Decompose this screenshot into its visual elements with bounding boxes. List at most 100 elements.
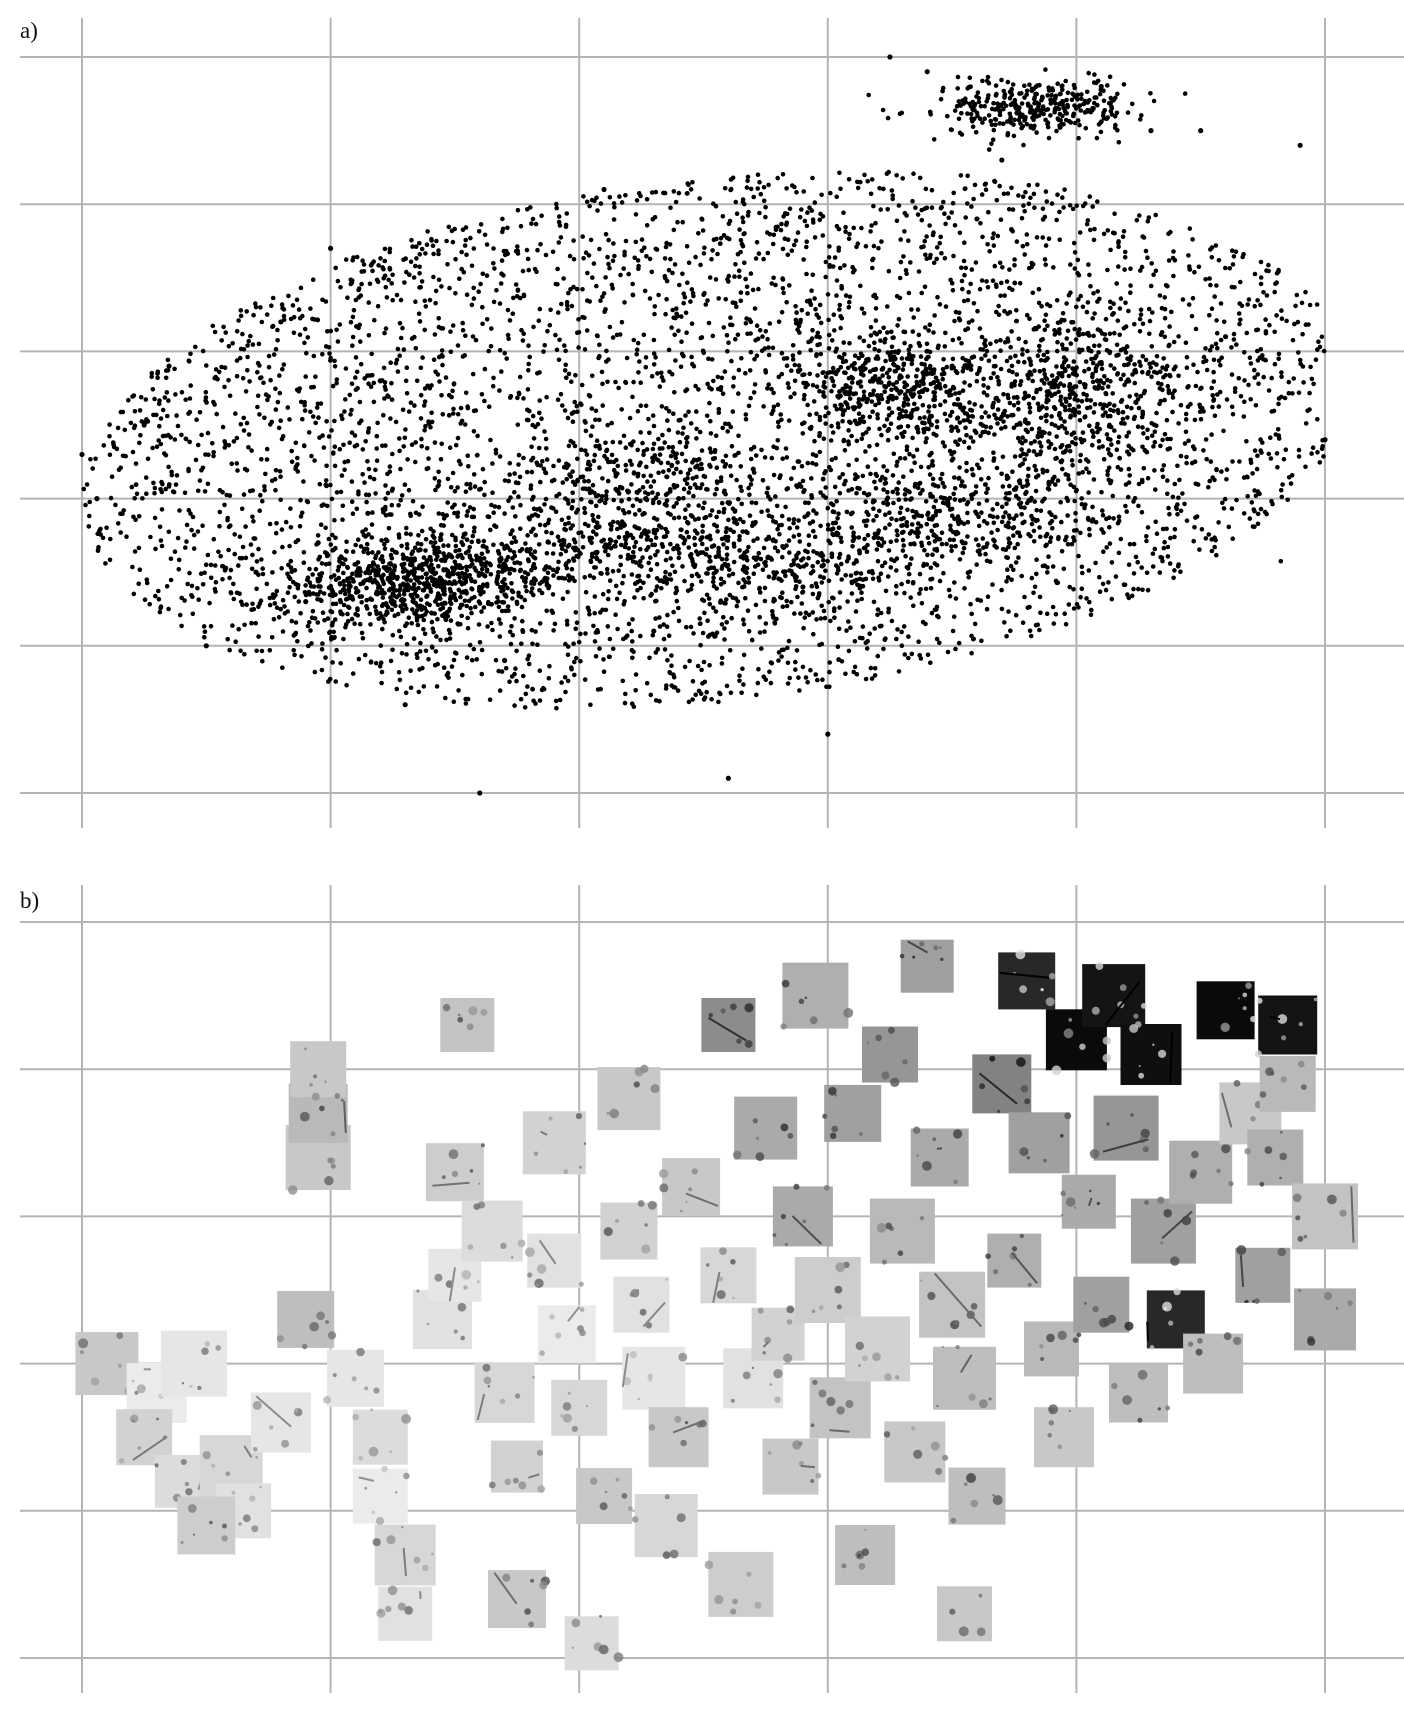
data-point <box>461 270 467 275</box>
data-point <box>902 652 908 657</box>
data-point <box>1044 611 1050 617</box>
data-point <box>357 399 363 405</box>
data-point <box>1012 379 1018 384</box>
data-point <box>1043 543 1048 549</box>
data-point <box>779 417 784 423</box>
data-point <box>364 585 369 591</box>
data-point <box>417 614 422 619</box>
data-point <box>143 397 149 402</box>
data-point <box>289 448 295 454</box>
data-point <box>918 354 924 359</box>
data-point <box>1229 345 1234 350</box>
data-point <box>396 670 402 675</box>
data-point <box>249 620 254 626</box>
data-point <box>542 342 547 348</box>
data-point <box>295 469 301 474</box>
data-point <box>380 558 386 563</box>
data-point <box>424 445 430 451</box>
data-point <box>298 497 303 503</box>
data-point <box>433 649 439 654</box>
data-point <box>491 542 496 548</box>
data-point <box>470 334 476 339</box>
data-point <box>417 271 422 276</box>
data-point <box>1092 226 1097 232</box>
data-point <box>323 655 328 660</box>
data-point <box>805 460 811 466</box>
data-point <box>509 623 514 629</box>
data-point <box>839 577 844 582</box>
data-point <box>380 595 386 600</box>
data-point <box>340 503 346 509</box>
data-point <box>309 641 314 646</box>
data-point <box>1276 433 1282 438</box>
data-point <box>450 239 456 245</box>
data-point <box>701 659 707 665</box>
data-point <box>924 436 929 441</box>
data-point <box>430 243 436 249</box>
data-point <box>987 249 992 254</box>
data-point <box>1230 411 1236 417</box>
data-point <box>1026 201 1032 207</box>
data-point <box>623 380 629 386</box>
data-point <box>524 417 530 423</box>
data-point <box>332 358 337 364</box>
data-point <box>881 646 886 652</box>
data-point <box>1252 524 1257 530</box>
data-point <box>661 622 666 627</box>
data-point <box>885 489 890 495</box>
data-point <box>682 664 688 670</box>
data-point <box>330 601 336 607</box>
data-point <box>1230 536 1235 541</box>
data-point <box>354 254 360 260</box>
data-point <box>891 500 896 506</box>
data-point <box>1053 611 1059 617</box>
data-point <box>1101 549 1106 554</box>
data-point <box>1068 290 1073 296</box>
data-point <box>451 411 456 416</box>
data-point <box>669 371 675 377</box>
data-point <box>546 676 552 681</box>
data-point <box>502 478 508 483</box>
data-point <box>269 635 275 640</box>
data-point <box>1111 301 1116 307</box>
data-point <box>383 601 389 606</box>
data-point <box>593 630 599 635</box>
data-point <box>1221 506 1227 511</box>
data-point <box>231 596 237 602</box>
data-point <box>156 438 161 443</box>
data-point <box>370 268 375 274</box>
data-point <box>916 639 921 644</box>
data-point <box>515 395 520 401</box>
data-point <box>464 655 470 660</box>
data-point <box>976 501 982 507</box>
data-point <box>95 531 100 536</box>
data-point <box>960 286 965 292</box>
data-point <box>439 581 445 586</box>
data-point <box>717 241 723 246</box>
data-point <box>1198 386 1203 392</box>
data-point <box>784 211 790 217</box>
data-point <box>529 579 534 585</box>
data-point <box>855 185 861 191</box>
data-point <box>1139 565 1144 570</box>
data-point <box>126 397 131 403</box>
data-point <box>823 259 829 265</box>
data-point <box>984 393 990 398</box>
data-point <box>664 406 669 411</box>
data-point <box>622 249 627 255</box>
data-point <box>515 560 520 565</box>
data-point <box>928 577 933 582</box>
data-point <box>1031 590 1036 596</box>
data-point <box>413 587 418 592</box>
data-point <box>826 255 832 260</box>
data-point <box>462 598 468 604</box>
data-point <box>297 524 303 529</box>
data-point <box>1019 573 1024 579</box>
data-point <box>884 171 890 176</box>
data-point <box>719 556 725 562</box>
data-point <box>748 456 754 462</box>
data-point <box>257 508 263 513</box>
data-point <box>517 374 523 380</box>
data-point <box>1109 560 1115 565</box>
data-point <box>412 556 417 561</box>
